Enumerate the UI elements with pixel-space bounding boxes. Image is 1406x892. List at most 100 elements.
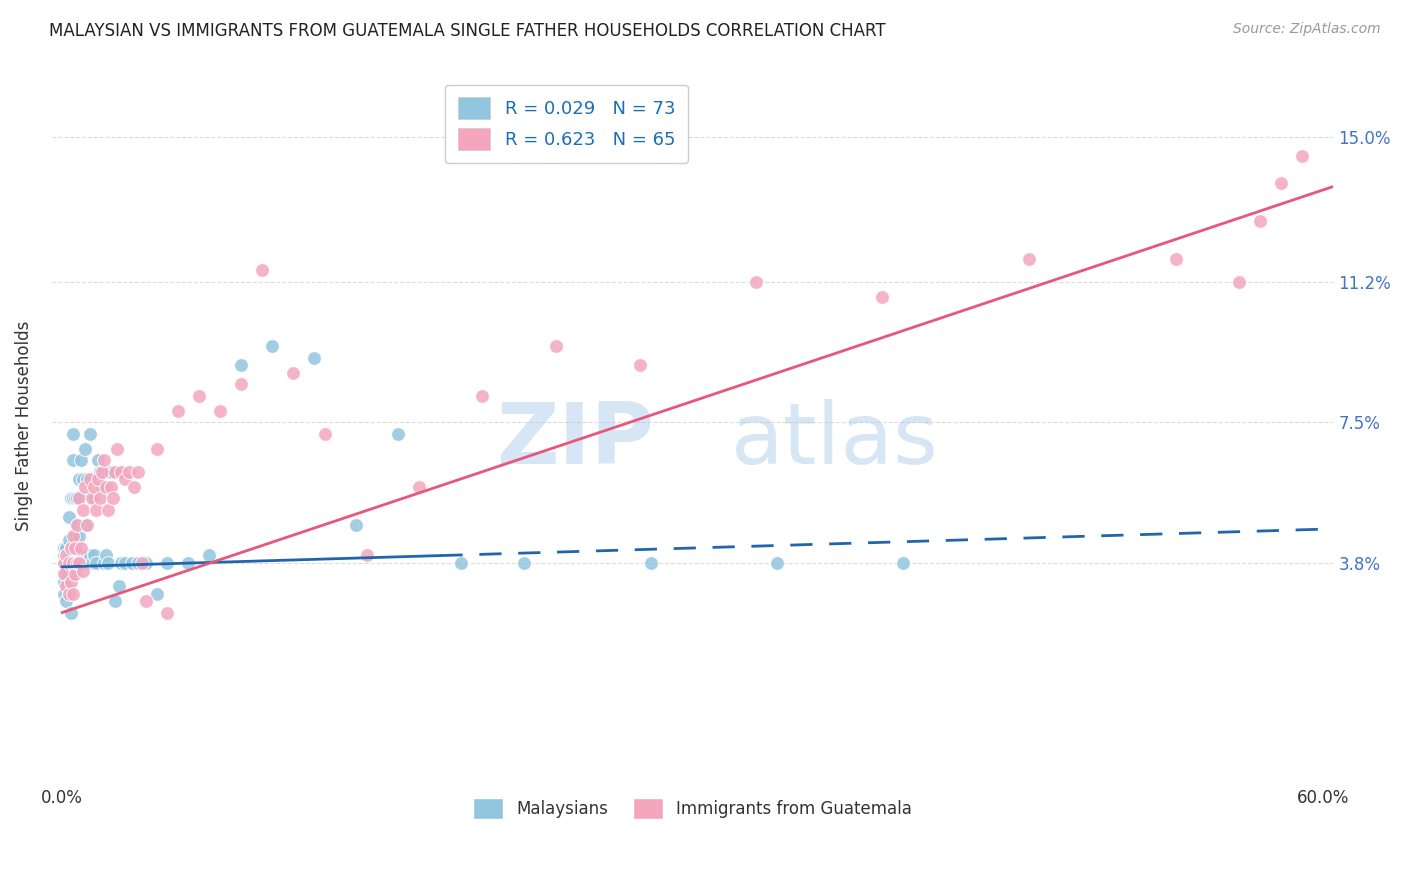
- Point: [628, 358, 651, 372]
- Point: [76, 518, 98, 533]
- Point: [59, 541, 82, 555]
- Point: [229, 358, 252, 372]
- Point: [544, 339, 567, 353]
- Point: [114, 472, 136, 486]
- Point: [67, 491, 90, 506]
- Point: [66, 491, 89, 506]
- Point: [83, 480, 105, 494]
- Point: [101, 491, 124, 506]
- Y-axis label: Single Father Households: Single Father Households: [15, 321, 32, 532]
- Point: [513, 556, 536, 570]
- Point: [135, 594, 157, 608]
- Point: [89, 465, 111, 479]
- Point: [79, 549, 101, 563]
- Point: [66, 549, 89, 563]
- Point: [84, 503, 107, 517]
- Point: [104, 594, 127, 608]
- Point: [72, 503, 94, 517]
- Point: [67, 529, 90, 543]
- Point: [62, 556, 84, 570]
- Point: [208, 404, 231, 418]
- Point: [100, 465, 122, 479]
- Text: MALAYSIAN VS IMMIGRANTS FROM GUATEMALA SINGLE FATHER HOUSEHOLDS CORRELATION CHAR: MALAYSIAN VS IMMIGRANTS FROM GUATEMALA S…: [49, 22, 886, 40]
- Text: atlas: atlas: [731, 399, 939, 482]
- Point: [63, 567, 86, 582]
- Point: [59, 556, 82, 570]
- Point: [75, 518, 97, 533]
- Point: [75, 442, 97, 456]
- Point: [156, 606, 179, 620]
- Point: [93, 453, 115, 467]
- Point: [66, 518, 89, 533]
- Point: [127, 465, 149, 479]
- Point: [70, 453, 93, 467]
- Point: [79, 426, 101, 441]
- Point: [91, 465, 114, 479]
- Point: [53, 586, 76, 600]
- Point: [70, 541, 93, 555]
- Point: [1291, 149, 1313, 163]
- Point: [84, 556, 107, 570]
- Point: [1018, 252, 1040, 266]
- Point: [63, 491, 86, 506]
- Point: [62, 564, 84, 578]
- Point: [62, 453, 84, 467]
- Point: [122, 480, 145, 494]
- Text: Source: ZipAtlas.com: Source: ZipAtlas.com: [1233, 22, 1381, 37]
- Point: [67, 556, 90, 570]
- Point: [58, 549, 80, 563]
- Point: [96, 480, 118, 494]
- Point: [62, 491, 84, 506]
- Point: [104, 465, 127, 479]
- Point: [62, 549, 84, 563]
- Point: [229, 377, 252, 392]
- Point: [198, 549, 221, 563]
- Point: [100, 480, 122, 494]
- Point: [166, 404, 188, 418]
- Point: [53, 567, 76, 582]
- Text: ZIP: ZIP: [496, 399, 654, 482]
- Point: [63, 556, 86, 570]
- Point: [67, 556, 90, 570]
- Point: [55, 541, 77, 555]
- Point: [75, 480, 97, 494]
- Point: [53, 575, 76, 590]
- Point: [62, 529, 84, 543]
- Point: [55, 567, 77, 582]
- Point: [283, 366, 305, 380]
- Point: [1227, 275, 1250, 289]
- Point: [450, 556, 472, 570]
- Point: [744, 275, 766, 289]
- Point: [55, 579, 77, 593]
- Point: [96, 549, 118, 563]
- Point: [63, 541, 86, 555]
- Point: [67, 472, 90, 486]
- Point: [135, 556, 157, 570]
- Point: [58, 556, 80, 570]
- Point: [870, 290, 893, 304]
- Point: [344, 518, 367, 533]
- Point: [1270, 176, 1292, 190]
- Point: [79, 472, 101, 486]
- Point: [110, 465, 132, 479]
- Point: [387, 426, 409, 441]
- Point: [70, 556, 93, 570]
- Point: [1249, 213, 1271, 227]
- Point: [58, 556, 80, 570]
- Point: [110, 556, 132, 570]
- Point: [105, 442, 128, 456]
- Point: [83, 491, 105, 506]
- Point: [97, 503, 120, 517]
- Point: [765, 556, 787, 570]
- Point: [97, 556, 120, 570]
- Point: [146, 586, 169, 600]
- Point: [91, 480, 114, 494]
- Point: [66, 556, 89, 570]
- Point: [1164, 252, 1187, 266]
- Point: [53, 549, 76, 563]
- Point: [55, 549, 77, 563]
- Point: [118, 465, 141, 479]
- Point: [121, 556, 143, 570]
- Point: [156, 556, 179, 570]
- Point: [58, 586, 80, 600]
